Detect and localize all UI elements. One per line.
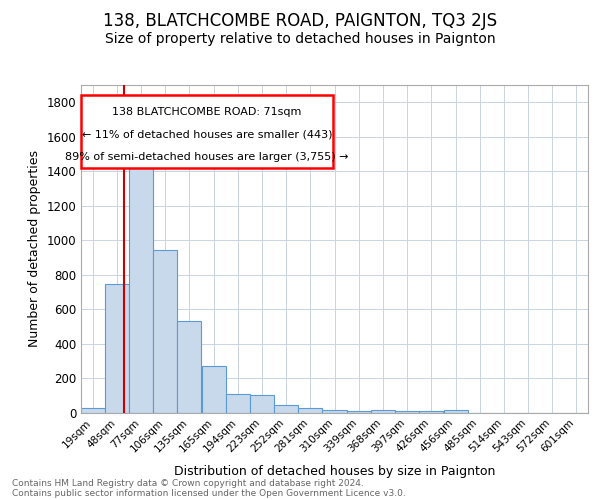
Bar (177, 321, 202, 412)
Text: 89% of semi-detached houses are larger (3,755) →: 89% of semi-detached houses are larger (… (65, 152, 349, 162)
Bar (202, 366, 226, 412)
Bar (322, 410, 347, 412)
Bar (226, 394, 250, 412)
Text: ← 11% of detached houses are smaller (443): ← 11% of detached houses are smaller (44… (82, 130, 332, 140)
Text: 138, BLATCHCOMBE ROAD, PAIGNTON, TQ3 2JS: 138, BLATCHCOMBE ROAD, PAIGNTON, TQ3 2JS (103, 12, 497, 30)
Bar (419, 411, 443, 412)
Bar (250, 396, 274, 412)
Bar (443, 410, 467, 412)
Bar (298, 408, 322, 412)
Bar (105, 284, 129, 412)
Bar (153, 250, 177, 412)
X-axis label: Distribution of detached houses by size in Paignton: Distribution of detached houses by size … (174, 466, 495, 478)
Text: Contains HM Land Registry data © Crown copyright and database right 2024.: Contains HM Land Registry data © Crown c… (12, 478, 364, 488)
Text: Contains public sector information licensed under the Open Government Licence v3: Contains public sector information licen… (12, 488, 406, 498)
Text: 138 BLATCHCOMBE ROAD: 71sqm: 138 BLATCHCOMBE ROAD: 71sqm (112, 106, 302, 117)
Bar (129, 166, 153, 412)
Bar (81, 408, 105, 412)
Bar (371, 410, 395, 412)
Bar (347, 411, 371, 412)
Text: Size of property relative to detached houses in Paignton: Size of property relative to detached ho… (104, 32, 496, 46)
Bar (274, 404, 298, 412)
Bar (395, 411, 419, 412)
Y-axis label: Number of detached properties: Number of detached properties (28, 150, 41, 347)
